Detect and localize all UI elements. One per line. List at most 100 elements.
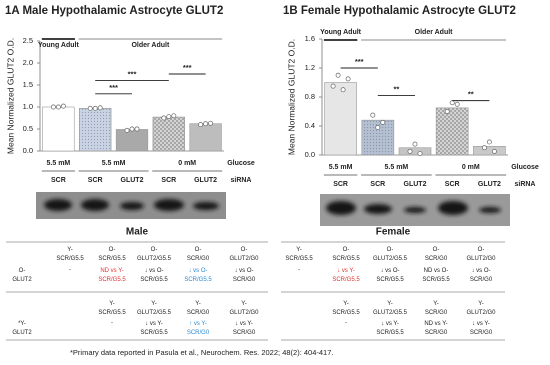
y-tick-label: 1.0: [23, 102, 33, 111]
table-cell: ND vs Y-SCR/G0: [424, 321, 448, 336]
data-point: [60, 103, 66, 109]
data-point: [55, 104, 61, 110]
table-cell: ↓ vs O-SCR/G5.5: [376, 268, 404, 283]
table-cell: ↓ vs Y-SCR/G5.5: [140, 321, 168, 336]
table-cell: ↓ vs Y-SCR/G5.5: [332, 268, 360, 283]
table-cell: ↓ vs Y-SCR/G5.5: [376, 321, 404, 336]
bar: [189, 123, 222, 152]
x-tick-label: SCR: [370, 181, 385, 188]
y-tick-label: 1.2: [305, 63, 315, 72]
table-cell: O-SCR/G0: [187, 247, 210, 262]
data-point: [161, 115, 167, 121]
data-point: [87, 105, 93, 111]
table-cell: Y-SCR/G0: [187, 301, 210, 316]
table-title: Female: [376, 227, 411, 238]
table-cell: Y-GLUT2/G5.5: [373, 301, 408, 316]
table-cell: Y-SCR/G0: [425, 301, 448, 316]
table-cell: Y-SCR/G5.5: [98, 301, 126, 316]
row-label: siRNA: [514, 181, 535, 188]
x-tick-label: SCR: [445, 181, 460, 188]
y-tick-label: 0.0: [23, 146, 33, 155]
y-tick-label: 0.4: [305, 121, 315, 130]
data-point: [166, 114, 172, 120]
table-cell: ↑ vs Y-SCR/G0: [187, 321, 210, 336]
glucose-label: 5.5 mM: [329, 164, 353, 171]
bar-pattern: [152, 116, 185, 152]
table-cell: *Y-GLUT2: [12, 321, 32, 336]
table-cell: O-GLUT2/G5.5: [373, 247, 408, 262]
table-cell: ↓ vs O-SCR/G5.5: [184, 268, 212, 283]
table-cell: Y-GLUT2/G5.5: [137, 301, 172, 316]
table-cell: O-GLUT2/G5.5: [137, 247, 172, 262]
data-point: [370, 112, 376, 118]
bar-pattern: [435, 107, 469, 156]
y-tick-label: 2.0: [23, 58, 33, 67]
data-point: [454, 101, 460, 107]
y-tick-label: 0.5: [23, 124, 33, 133]
table-cell: -: [298, 268, 300, 274]
table-cell: ↓ vs O-SCR/G5.5: [140, 268, 168, 283]
data-point: [171, 113, 177, 119]
x-tick-label: SCR: [161, 177, 176, 184]
chart-title: 1B Female Hypothalamic Astrocyte GLUT2: [283, 5, 516, 17]
table-cell: ↓ vs Y-SCR/G0: [233, 321, 256, 336]
significance-label: **: [468, 90, 474, 99]
y-tick-label: 1.5: [23, 80, 33, 89]
x-tick-label: SCR: [333, 181, 348, 188]
x-tick-label: GLUT2: [194, 177, 217, 184]
data-point: [340, 87, 346, 93]
data-point: [97, 105, 103, 111]
table-cell: ND vs O-SCR/G5.5: [422, 268, 450, 283]
western-blot-male: [36, 192, 226, 219]
data-point: [345, 76, 351, 82]
bar: [324, 82, 357, 156]
x-tick-label: GLUT2: [404, 181, 427, 188]
bar: [473, 146, 506, 156]
data-point: [481, 145, 487, 151]
data-point: [208, 120, 214, 126]
table-cell: Y-SCR/G5.5: [332, 301, 360, 316]
table-cell: Y-SCR/G5.5: [56, 247, 84, 262]
table-cell: Y-GLUT2/G0: [229, 301, 259, 316]
age-label: Older Adult: [131, 42, 170, 49]
data-point: [124, 127, 130, 133]
table-cell: Y-SCR/G5.5: [285, 247, 313, 262]
bar: [42, 106, 75, 152]
data-point: [417, 151, 423, 156]
glucose-label: 5.5 mM: [385, 164, 409, 171]
y-tick-label: 0.0: [305, 150, 315, 159]
data-point: [407, 148, 413, 154]
table-cell: -: [69, 268, 71, 274]
glucose-label: 5.5 mM: [47, 160, 71, 167]
data-point: [203, 121, 209, 127]
data-point: [330, 83, 336, 89]
table-cell: O-SCR/G5.5: [98, 247, 126, 262]
table-cell: ↓ vs Y-SCR/G0: [470, 321, 493, 336]
table-cell: ND vs Y-SCR/G5.5: [98, 268, 126, 283]
footnote: *Primary data reported in Pasula et al.,…: [70, 348, 333, 357]
x-tick-label: GLUT2: [121, 177, 144, 184]
data-point: [92, 105, 98, 111]
significance-label: ***: [109, 83, 118, 92]
western-blot-female: [320, 194, 510, 226]
table-cell: -: [111, 321, 113, 327]
data-point: [380, 119, 386, 125]
data-point: [134, 126, 140, 132]
table-cell: ↓ vs O-SCR/G0: [470, 268, 493, 283]
table-cell: ↓ vs O-SCR/G0: [233, 268, 256, 283]
x-tick-label: GLUT2: [478, 181, 501, 188]
table-cell: O-GLUT2: [12, 268, 32, 283]
tables: Male Y-SCR/G5.5 O-SCR/G5.5 O-GLUT2/G5.5 O-SC…: [6, 227, 505, 341]
data-point: [449, 100, 455, 106]
x-tick-label: SCR: [88, 177, 103, 184]
table-cell: O-GLUT2/G0: [466, 247, 496, 262]
significance-label: ***: [183, 63, 192, 72]
table-title: Male: [126, 227, 149, 238]
table-cell: O-SCR/G0: [425, 247, 448, 262]
significance-label: ***: [355, 57, 364, 66]
row-label: siRNA: [230, 177, 251, 184]
row-label: Glucose: [227, 160, 255, 167]
y-tick-label: 0.8: [305, 92, 315, 101]
data-point: [491, 148, 497, 154]
